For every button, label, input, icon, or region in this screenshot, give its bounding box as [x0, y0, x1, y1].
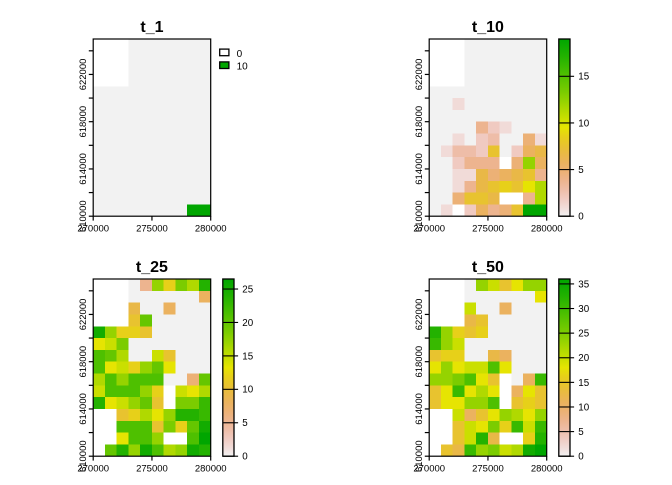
svg-text:618000: 618000	[414, 346, 425, 378]
svg-text:10: 10	[242, 385, 253, 396]
svg-text:270000: 270000	[413, 464, 445, 475]
svg-text:t_10: t_10	[472, 19, 504, 36]
svg-text:280000: 280000	[195, 464, 227, 475]
svg-text:275000: 275000	[472, 224, 504, 235]
svg-text:5: 5	[578, 165, 584, 176]
svg-text:622000: 622000	[78, 299, 89, 331]
svg-text:275000: 275000	[136, 224, 168, 235]
svg-text:25: 25	[242, 284, 253, 295]
svg-text:t_25: t_25	[136, 259, 168, 276]
svg-text:610000: 610000	[414, 200, 425, 232]
svg-text:614000: 614000	[414, 153, 425, 185]
svg-text:25: 25	[578, 329, 589, 340]
svg-text:614000: 614000	[78, 393, 89, 425]
svg-text:610000: 610000	[78, 200, 89, 232]
svg-text:280000: 280000	[531, 464, 563, 475]
svg-text:t_1: t_1	[140, 19, 163, 36]
svg-text:0: 0	[578, 212, 584, 223]
svg-text:618000: 618000	[78, 346, 89, 378]
svg-text:15: 15	[578, 378, 589, 389]
svg-text:35: 35	[578, 279, 589, 290]
svg-text:0: 0	[237, 49, 243, 60]
svg-text:15: 15	[578, 72, 589, 83]
svg-text:270000: 270000	[413, 224, 445, 235]
svg-text:275000: 275000	[136, 464, 168, 475]
svg-text:10: 10	[237, 62, 249, 73]
svg-text:610000: 610000	[414, 440, 425, 472]
svg-text:10: 10	[578, 118, 589, 129]
svg-text:610000: 610000	[78, 440, 89, 472]
svg-text:5: 5	[242, 418, 248, 429]
svg-text:270000: 270000	[77, 224, 109, 235]
svg-text:10: 10	[578, 402, 589, 413]
svg-text:t_50: t_50	[472, 259, 504, 276]
svg-text:618000: 618000	[414, 106, 425, 138]
svg-text:622000: 622000	[78, 59, 89, 91]
svg-text:614000: 614000	[78, 153, 89, 185]
svg-text:275000: 275000	[472, 464, 504, 475]
svg-text:614000: 614000	[414, 393, 425, 425]
svg-text:280000: 280000	[531, 224, 563, 235]
svg-text:20: 20	[578, 353, 589, 364]
svg-text:5: 5	[578, 427, 584, 438]
svg-text:618000: 618000	[78, 106, 89, 138]
svg-text:0: 0	[578, 452, 584, 463]
svg-text:20: 20	[242, 318, 253, 329]
svg-text:0: 0	[242, 452, 248, 463]
svg-text:622000: 622000	[414, 299, 425, 331]
svg-text:30: 30	[578, 304, 589, 315]
svg-text:15: 15	[242, 351, 253, 362]
svg-text:622000: 622000	[414, 59, 425, 91]
svg-text:280000: 280000	[195, 224, 227, 235]
svg-text:270000: 270000	[77, 464, 109, 475]
